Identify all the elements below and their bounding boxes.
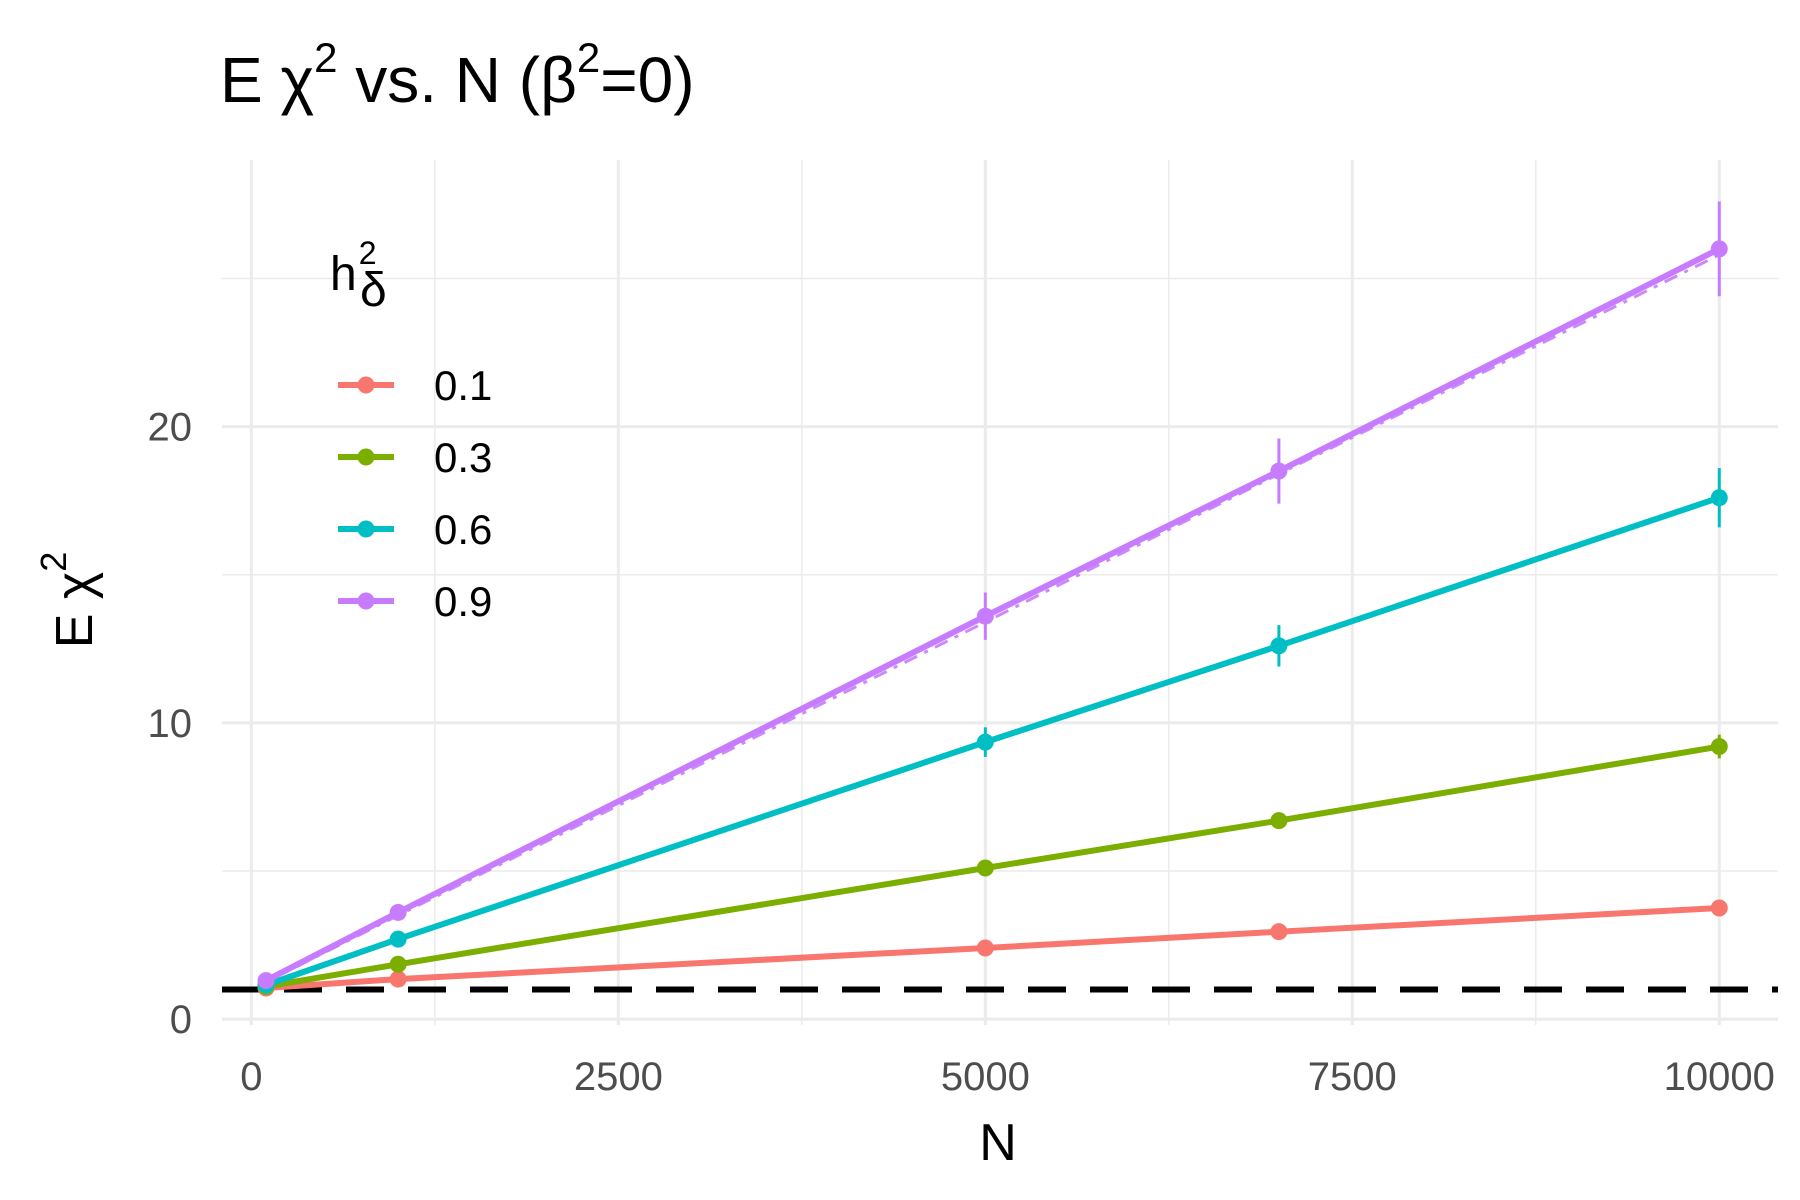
x-tick-label: 10000 — [1664, 1055, 1775, 1099]
data-point — [389, 970, 407, 988]
data-point — [1270, 462, 1288, 480]
data-point — [1710, 738, 1728, 756]
x-tick-label: 5000 — [941, 1055, 1030, 1099]
legend-label: 0.3 — [434, 434, 492, 481]
data-point — [389, 930, 407, 948]
data-point — [1270, 637, 1288, 655]
legend-item: 0.9 — [338, 578, 492, 625]
y-tick-label: 10 — [148, 702, 193, 746]
legend-key-point — [357, 376, 375, 394]
data-point — [1270, 812, 1288, 830]
series-0.1 — [257, 899, 1728, 997]
data-point — [976, 607, 994, 625]
chart-title: E χ2 vs. N (β2=0) — [220, 34, 695, 116]
x-axis-title: N — [979, 1114, 1017, 1172]
y-tick-label: 20 — [148, 406, 193, 450]
legend-key-point — [357, 520, 375, 538]
legend-items: 0.1 0.3 0.6 0.9 — [338, 362, 492, 625]
series-group — [257, 201, 1728, 997]
data-point — [1710, 489, 1728, 507]
legend-item: 0.6 — [338, 506, 492, 553]
x-tick-label: 0 — [240, 1055, 262, 1099]
axes: 0 2500 5000 7500 10000 0 10 20 — [148, 406, 1775, 1099]
legend-item: 0.3 — [338, 434, 492, 481]
legend-label: 0.9 — [434, 578, 492, 625]
y-axis-title: E χ2 — [33, 552, 104, 648]
data-point — [976, 733, 994, 751]
data-point — [976, 859, 994, 877]
data-point — [976, 939, 994, 957]
x-tick-label: 7500 — [1308, 1055, 1397, 1099]
legend-label: 0.1 — [434, 362, 492, 409]
legend-label: 0.6 — [434, 506, 492, 553]
legend-item: 0.1 — [338, 362, 492, 409]
legend-title: h2 — [330, 235, 377, 301]
series-0.3 — [257, 734, 1728, 995]
legend: h2 δ 0.1 0.3 0.6 0.9 — [330, 235, 492, 625]
legend-key-point — [357, 592, 375, 610]
x-tick-label: 2500 — [574, 1055, 663, 1099]
data-point — [389, 903, 407, 921]
data-point — [257, 972, 275, 990]
data-point — [1710, 899, 1728, 917]
y-tick-label: 0 — [170, 998, 192, 1042]
data-point — [1710, 240, 1728, 258]
legend-title-subscript: δ — [360, 264, 387, 317]
series-0.9 — [257, 201, 1728, 990]
data-point — [389, 955, 407, 973]
legend-key-point — [357, 448, 375, 466]
data-point — [1270, 923, 1288, 941]
